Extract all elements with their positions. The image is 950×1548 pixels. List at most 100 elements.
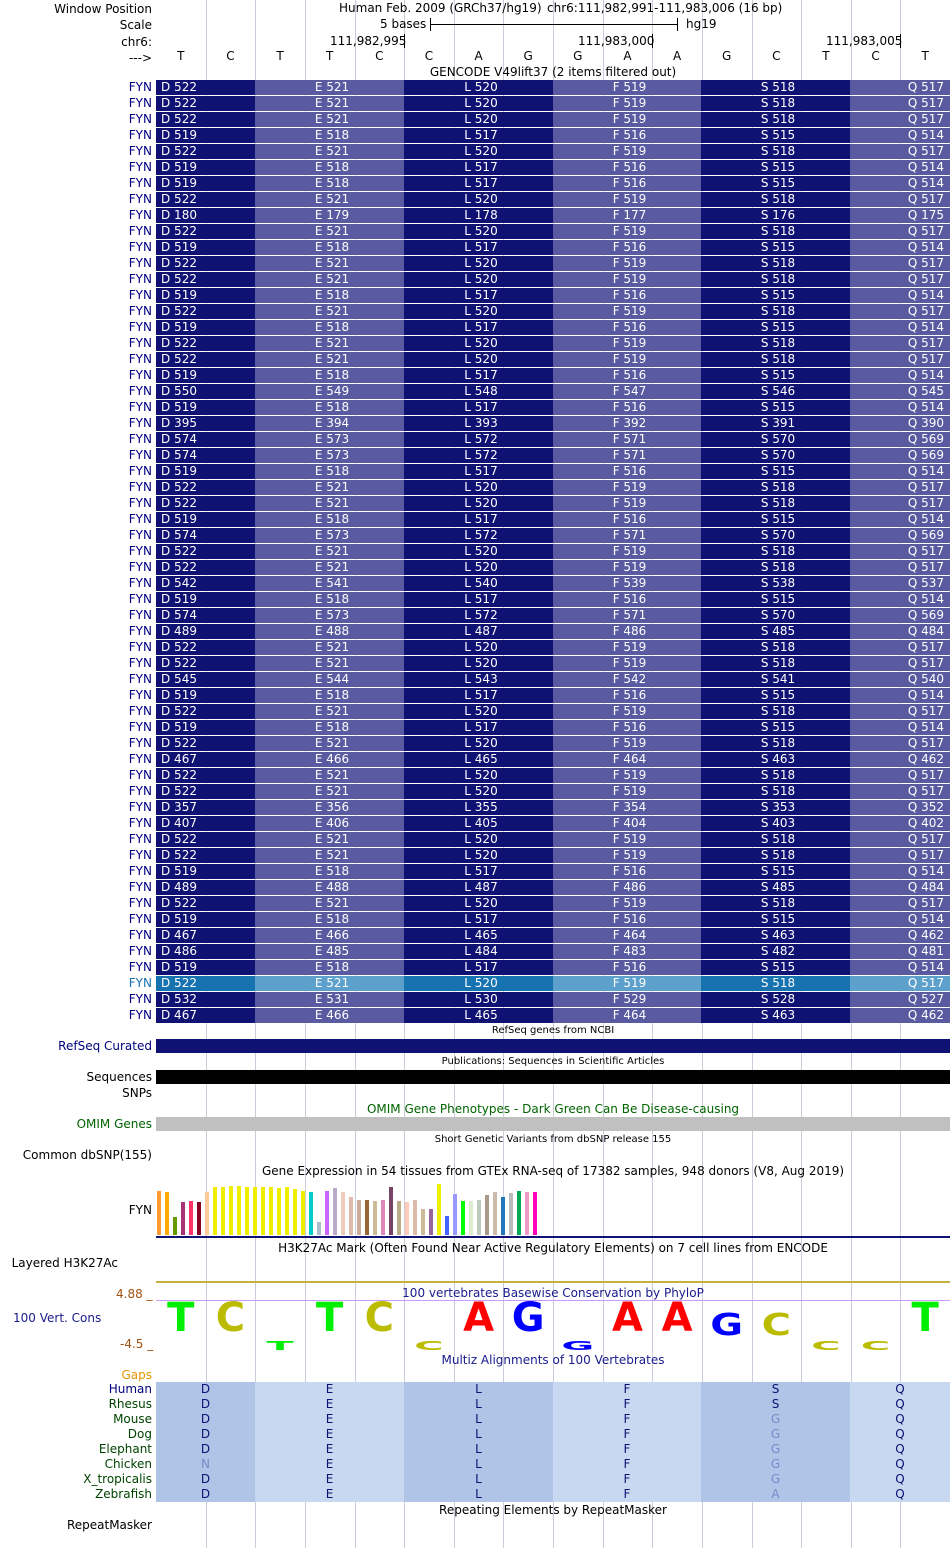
gtex-tissue-bar[interactable]	[293, 1189, 297, 1235]
gencode-gene-label[interactable]: FYN	[128, 352, 152, 366]
gtex-tissue-bar[interactable]	[317, 1222, 321, 1235]
gencode-transcript-row[interactable]: D 519 E 518 L 517 F 516 S 515 Q 514	[156, 592, 950, 607]
gtex-tissue-bar[interactable]	[245, 1186, 249, 1235]
gencode-gene-label[interactable]: FYN	[128, 816, 152, 830]
gencode-gene-label[interactable]: FYN	[128, 576, 152, 590]
gencode-transcript-row[interactable]: D 522 E 521 L 520 F 519 S 518 Q 517	[156, 544, 950, 559]
gtex-tissue-bar[interactable]	[205, 1192, 209, 1235]
gtex-tissue-bar[interactable]	[501, 1196, 505, 1235]
gencode-gene-label[interactable]: FYN	[128, 736, 152, 750]
gtex-track-title[interactable]: Gene Expression in 54 tissues from GTEx …	[261, 1164, 845, 1178]
repeatmasker-label[interactable]: RepeatMasker	[66, 1518, 152, 1532]
gencode-transcript-row[interactable]: D 522 E 521 L 520 F 519 S 518 Q 517	[156, 256, 950, 271]
omim-label[interactable]: OMIM Genes	[76, 1117, 152, 1131]
gencode-transcript-row[interactable]: D 522 E 521 L 520 F 519 S 518 Q 517	[156, 656, 950, 671]
gencode-gene-label[interactable]: FYN	[128, 640, 152, 654]
species-label[interactable]: Human	[108, 1382, 152, 1396]
gtex-tissue-bar[interactable]	[269, 1187, 273, 1235]
conservation-track-title[interactable]: 100 vertebrates Basewise Conservation by…	[402, 1286, 704, 1300]
gencode-gene-label[interactable]: FYN	[128, 320, 152, 334]
gtex-tissue-bar[interactable]	[373, 1200, 377, 1235]
gencode-gene-label[interactable]: FYN	[128, 512, 152, 526]
gtex-tissue-bar[interactable]	[341, 1192, 345, 1235]
gtex-tissue-bar[interactable]	[405, 1201, 409, 1235]
gencode-transcript-row[interactable]: D 407 E 406 L 405 F 404 S 403 Q 402	[156, 816, 950, 831]
gencode-gene-label[interactable]: FYN	[128, 912, 152, 926]
gencode-transcript-row[interactable]: D 522 E 521 L 520 F 519 S 518 Q 517	[156, 112, 950, 127]
gencode-transcript-row[interactable]: D 522 E 521 L 520 F 519 S 518 Q 517	[156, 848, 950, 863]
gencode-transcript-row[interactable]: D 545 E 544 L 543 F 542 S 541 Q 540	[156, 672, 950, 687]
dbsnp-label[interactable]: Common dbSNP(155)	[22, 1148, 152, 1162]
gtex-tissue-bar[interactable]	[333, 1188, 337, 1235]
gencode-transcript-row[interactable]: D 522 E 521 L 520 F 519 S 518 Q 517	[156, 480, 950, 495]
gencode-gene-label[interactable]: FYN	[128, 592, 152, 606]
gencode-gene-label[interactable]: FYN	[128, 416, 152, 430]
omim-gene-bar[interactable]	[156, 1117, 950, 1131]
gencode-gene-label[interactable]: FYN	[128, 528, 152, 542]
gencode-transcript-row[interactable]: D 519 E 518 L 517 F 516 S 515 Q 514	[156, 912, 950, 927]
gencode-gene-label[interactable]: FYN	[128, 368, 152, 382]
gencode-gene-label[interactable]: FYN	[128, 224, 152, 238]
gencode-transcript-row[interactable]: D 522 E 521 L 520 F 519 S 518 Q 517	[156, 832, 950, 847]
gencode-gene-label[interactable]: FYN	[128, 384, 152, 398]
gtex-tissue-bar[interactable]	[173, 1216, 177, 1235]
gencode-transcript-row[interactable]: D 522 E 521 L 520 F 519 S 518 Q 517	[156, 80, 950, 95]
gencode-gene-label[interactable]: FYN	[128, 864, 152, 878]
gencode-transcript-row[interactable]: D 489 E 488 L 487 F 486 S 485 Q 484	[156, 880, 950, 895]
gencode-transcript-row[interactable]: D 519 E 518 L 517 F 516 S 515 Q 514	[156, 720, 950, 735]
gencode-gene-label[interactable]: FYN	[128, 144, 152, 158]
gencode-transcript-row[interactable]: D 522 E 521 L 520 F 519 S 518 Q 517	[156, 736, 950, 751]
gencode-transcript-row[interactable]: D 486 E 485 L 484 F 483 S 482 Q 481	[156, 944, 950, 959]
gencode-transcript-row[interactable]: D 522 E 521 L 520 F 519 S 518 Q 517	[156, 704, 950, 719]
gencode-transcript-row[interactable]: D 467 E 466 L 465 F 464 S 463 Q 462	[156, 752, 950, 767]
gtex-tissue-bar[interactable]	[453, 1194, 457, 1235]
cons-label[interactable]: 100 Vert. Cons	[13, 1311, 102, 1325]
publications-track-title[interactable]: Publications: Sequences in Scientific Ar…	[441, 1056, 665, 1067]
gtex-tissue-bar[interactable]	[157, 1191, 161, 1235]
gencode-gene-label[interactable]: FYN	[128, 944, 152, 958]
species-label[interactable]: Elephant	[98, 1442, 152, 1456]
gencode-gene-label[interactable]: FYN	[128, 704, 152, 718]
gencode-gene-label[interactable]: FYN	[128, 400, 152, 414]
gencode-transcript-row[interactable]: D 522 E 521 L 520 F 519 S 518 Q 517	[156, 192, 950, 207]
gtex-tissue-bar[interactable]	[285, 1187, 289, 1235]
gtex-tissue-bar[interactable]	[309, 1192, 313, 1235]
gencode-transcript-row[interactable]: D 519 E 518 L 517 F 516 S 515 Q 514	[156, 240, 950, 255]
refseq-label[interactable]: RefSeq Curated	[58, 1039, 152, 1053]
gtex-tissue-bar[interactable]	[181, 1201, 185, 1235]
gencode-gene-label[interactable]: FYN	[128, 288, 152, 302]
gencode-transcript-row[interactable]: D 522 E 521 L 520 F 519 S 518 Q 517	[156, 336, 950, 351]
gtex-tissue-bar[interactable]	[349, 1196, 353, 1235]
gencode-gene-label[interactable]: FYN	[128, 208, 152, 222]
gtex-expression-chart[interactable]	[156, 1180, 950, 1238]
species-label[interactable]: Rhesus	[108, 1397, 152, 1411]
gencode-gene-label[interactable]: FYN	[128, 896, 152, 910]
gencode-gene-label[interactable]: FYN	[128, 800, 152, 814]
gencode-transcript-row[interactable]: D 550 E 549 L 548 F 547 S 546 Q 545	[156, 384, 950, 399]
snps-label[interactable]: SNPs	[122, 1086, 152, 1100]
gtex-tissue-bar[interactable]	[197, 1201, 201, 1235]
refseq-track-title[interactable]: RefSeq genes from NCBI	[491, 1025, 615, 1036]
gtex-tissue-bar[interactable]	[213, 1187, 217, 1235]
gencode-transcript-row[interactable]: D 467 E 466 L 465 F 464 S 463 Q 462	[156, 928, 950, 943]
scale-label[interactable]: Scale	[119, 18, 152, 32]
gencode-transcript-row[interactable]: D 519 E 518 L 517 F 516 S 515 Q 514	[156, 960, 950, 975]
gtex-tissue-bar[interactable]	[221, 1187, 225, 1235]
gtex-tissue-bar[interactable]	[229, 1185, 233, 1235]
gencode-gene-label[interactable]: FYN	[128, 784, 152, 798]
gtex-tissue-bar[interactable]	[485, 1195, 489, 1235]
gencode-gene-label[interactable]: FYN	[128, 432, 152, 446]
gencode-transcript-row[interactable]: D 519 E 518 L 517 F 516 S 515 Q 514	[156, 864, 950, 879]
gencode-transcript-row[interactable]: D 574 E 573 L 572 F 571 S 570 Q 569	[156, 528, 950, 543]
gencode-gene-label[interactable]: FYN	[128, 1008, 152, 1022]
gencode-transcript-row[interactable]: D 357 E 356 L 355 F 354 S 353 Q 352	[156, 800, 950, 815]
species-label[interactable]: Chicken	[104, 1457, 152, 1471]
gtex-tissue-bar[interactable]	[325, 1190, 329, 1235]
gencode-transcript-row[interactable]: D 519 E 518 L 517 F 516 S 515 Q 514	[156, 400, 950, 415]
chr-label[interactable]: chr6:	[121, 35, 152, 49]
gencode-gene-label[interactable]: FYN	[128, 672, 152, 686]
gencode-gene-label[interactable]: FYN	[128, 448, 152, 462]
gencode-gene-label[interactable]: FYN	[128, 688, 152, 702]
gtex-tissue-bar[interactable]	[189, 1200, 193, 1235]
gencode-transcript-row[interactable]: D 522 E 521 L 520 F 519 S 518 Q 517	[156, 640, 950, 655]
